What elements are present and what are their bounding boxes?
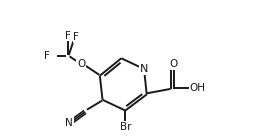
Text: O: O [77, 59, 85, 69]
Text: Br: Br [120, 122, 131, 132]
Text: F: F [44, 51, 50, 61]
Text: N: N [65, 118, 73, 128]
Text: F: F [65, 30, 71, 41]
Text: N: N [140, 64, 148, 74]
Text: O: O [170, 59, 178, 69]
Text: F: F [73, 32, 79, 42]
Text: OH: OH [190, 83, 206, 93]
